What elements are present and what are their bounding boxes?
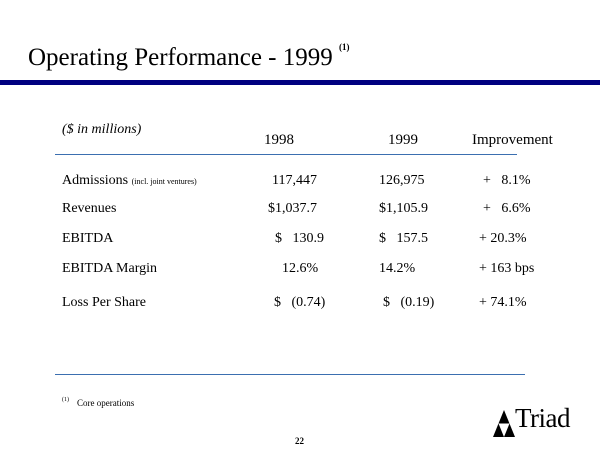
table-row-label: EBITDA: [62, 231, 113, 247]
cell-improvement: + 8.1%: [483, 173, 531, 188]
title-divider: [0, 80, 600, 85]
cell-1999: 14.2%: [379, 261, 416, 276]
column-header-improvement: Improvement: [472, 132, 553, 148]
cell-1998: 117,447: [272, 173, 317, 188]
cell-1998: 12.6%: [282, 261, 319, 276]
cell-1998: $ (0.74): [274, 295, 326, 310]
row-label-text: Admissions: [62, 173, 129, 188]
page-number: 22: [295, 436, 304, 446]
row-label-text: Loss Per Share: [62, 295, 146, 310]
cell-improvement: + 163 bps: [479, 261, 535, 276]
cell-1999: $1,105.9: [379, 201, 428, 216]
column-header-1999: 1999: [388, 132, 418, 148]
header-divider: [55, 154, 517, 155]
table-row-label: EBITDA Margin: [62, 261, 157, 277]
cell-1999: 126,975: [379, 173, 425, 188]
row-label-text: EBITDA Margin: [62, 261, 158, 276]
slide-title: Operating Performance - 1999: [28, 44, 333, 71]
cell-1999: $ (0.19): [383, 295, 435, 310]
table-row-label: Revenues: [62, 201, 116, 217]
column-header-1998: 1998: [264, 132, 294, 148]
table-row-label: Loss Per Share: [62, 295, 146, 311]
units-label: ($ in millions): [62, 122, 142, 137]
cell-1998: $ 130.9: [275, 231, 324, 246]
cell-1999: $ 157.5: [379, 231, 428, 246]
cell-improvement: + 6.6%: [483, 201, 531, 216]
logo-wordmark: Triad: [515, 403, 571, 433]
triforce-triangle-icon: [493, 410, 515, 437]
table-row-label: Admissions (incl. joint ventures): [62, 173, 197, 189]
row-label-note: (incl. joint ventures): [131, 177, 197, 186]
footer-divider: [55, 374, 525, 375]
triad-logo: Triad: [493, 403, 583, 441]
cell-improvement: + 74.1%: [479, 295, 527, 310]
title-footnote-ref: (1): [339, 42, 350, 52]
row-label-text: Revenues: [62, 201, 117, 216]
cell-1998: $1,037.7: [268, 201, 317, 216]
footnote-text: Core operations: [77, 398, 135, 408]
footnote-marker: (1): [62, 397, 69, 403]
cell-improvement: + 20.3%: [479, 231, 527, 246]
row-label-text: EBITDA: [62, 231, 114, 246]
